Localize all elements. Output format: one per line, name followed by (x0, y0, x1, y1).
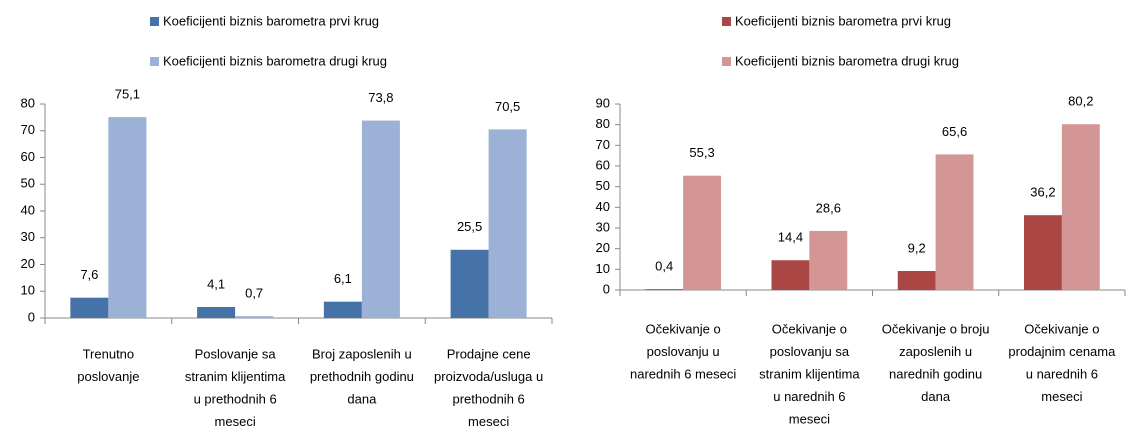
x-tick-label: poslovanje (77, 369, 139, 384)
x-tick-label: Trenutno (83, 346, 135, 361)
x-tick-label: zaposlenih u (899, 344, 972, 359)
x-tick-label: meseci (789, 411, 830, 426)
legend-swatch (150, 57, 159, 66)
x-tick-label: prethodnih godinu (310, 369, 414, 384)
x-tick-label: Poslovanje sa (195, 346, 277, 361)
x-tick-label: u narednih 6 (773, 389, 845, 404)
bar (323, 301, 362, 318)
bar (771, 260, 810, 290)
y-tick-label: 0 (603, 281, 610, 296)
value-label: 55,3 (689, 145, 714, 160)
y-tick-label: 20 (596, 240, 610, 255)
y-tick-label: 0 (28, 309, 35, 324)
x-tick-label: poslovanju u (647, 344, 720, 359)
bar (645, 289, 684, 290)
bar (1061, 124, 1100, 291)
value-label: 7,6 (80, 267, 98, 282)
y-tick-label: 40 (596, 199, 610, 214)
x-tick-label: meseci (1041, 389, 1082, 404)
legend-label: Koeficijenti biznis barometra prvi krug (163, 13, 379, 28)
x-tick-label: poslovanju sa (770, 344, 850, 359)
value-label: 25,5 (457, 219, 482, 234)
value-label: 6,1 (334, 271, 352, 286)
x-tick-label: prethodnih 6 (452, 391, 524, 406)
bar (809, 230, 848, 290)
legend-swatch (150, 17, 159, 26)
x-tick-label: narednih 6 meseci (630, 366, 736, 381)
bar (108, 117, 147, 318)
bar (450, 249, 489, 318)
value-label: 4,1 (207, 276, 225, 291)
value-label: 65,6 (942, 124, 967, 139)
bar (235, 316, 274, 318)
x-tick-label: meseci (468, 414, 509, 429)
x-tick-label: Broj zaposlenih u (312, 346, 412, 361)
x-tick-label: prodajnim cenama (1008, 344, 1116, 359)
bar (197, 307, 236, 318)
y-tick-label: 10 (21, 283, 35, 298)
value-label: 28,6 (816, 200, 841, 215)
x-tick-label: Očekivanje o (1024, 321, 1099, 336)
y-tick-label: 20 (21, 256, 35, 271)
legend-label: Koeficijenti biznis barometra drugi krug (163, 53, 387, 68)
value-label: 14,4 (778, 230, 803, 245)
value-label: 70,5 (495, 99, 520, 114)
bar (361, 120, 400, 319)
y-tick-label: 80 (596, 116, 610, 131)
y-tick-label: 60 (21, 149, 35, 164)
value-label: 73,8 (368, 90, 393, 105)
x-tick-label: u narednih 6 (1026, 366, 1098, 381)
x-tick-label: u prethodnih 6 (194, 391, 277, 406)
y-tick-label: 70 (21, 122, 35, 137)
x-tick-label: Očekivanje o (646, 321, 721, 336)
x-tick-label: narednih godinu (889, 366, 982, 381)
y-tick-label: 10 (596, 261, 610, 276)
bar (1024, 215, 1062, 290)
x-tick-label: Prodajne cene (447, 346, 531, 361)
y-tick-label: 70 (596, 137, 610, 152)
legend-swatch (722, 17, 731, 26)
value-label: 9,2 (908, 240, 926, 255)
legend-label: Koeficijenti biznis barometra drugi krug (735, 53, 959, 68)
y-tick-label: 50 (21, 176, 35, 191)
y-tick-label: 80 (21, 95, 35, 110)
value-label: 36,2 (1030, 185, 1055, 200)
bar (70, 297, 109, 318)
value-label: 0,7 (245, 286, 263, 301)
x-tick-label: Očekivanje o (772, 321, 847, 336)
x-tick-label: meseci (215, 414, 256, 429)
y-tick-label: 50 (596, 178, 610, 193)
bar (488, 129, 527, 318)
value-label: 0,4 (655, 259, 673, 274)
y-tick-label: 40 (21, 202, 35, 217)
y-tick-label: 30 (21, 229, 35, 244)
x-tick-label: Očekivanje o broju (882, 321, 990, 336)
value-label: 80,2 (1068, 94, 1093, 109)
x-tick-label: stranim klijentima (185, 369, 286, 384)
y-tick-label: 90 (596, 95, 610, 110)
value-label: 75,1 (115, 87, 140, 102)
x-tick-label: dana (921, 389, 951, 404)
x-tick-label: proizvoda/usluga u (434, 369, 543, 384)
bar (935, 154, 974, 290)
x-tick-label: dana (347, 391, 377, 406)
legend-swatch (722, 57, 731, 66)
bar (683, 175, 721, 290)
y-tick-label: 30 (596, 219, 610, 234)
legend-label: Koeficijenti biznis barometra prvi krug (735, 13, 951, 28)
x-tick-label: stranim klijentima (759, 366, 860, 381)
y-tick-label: 60 (596, 157, 610, 172)
bar (897, 270, 936, 290)
